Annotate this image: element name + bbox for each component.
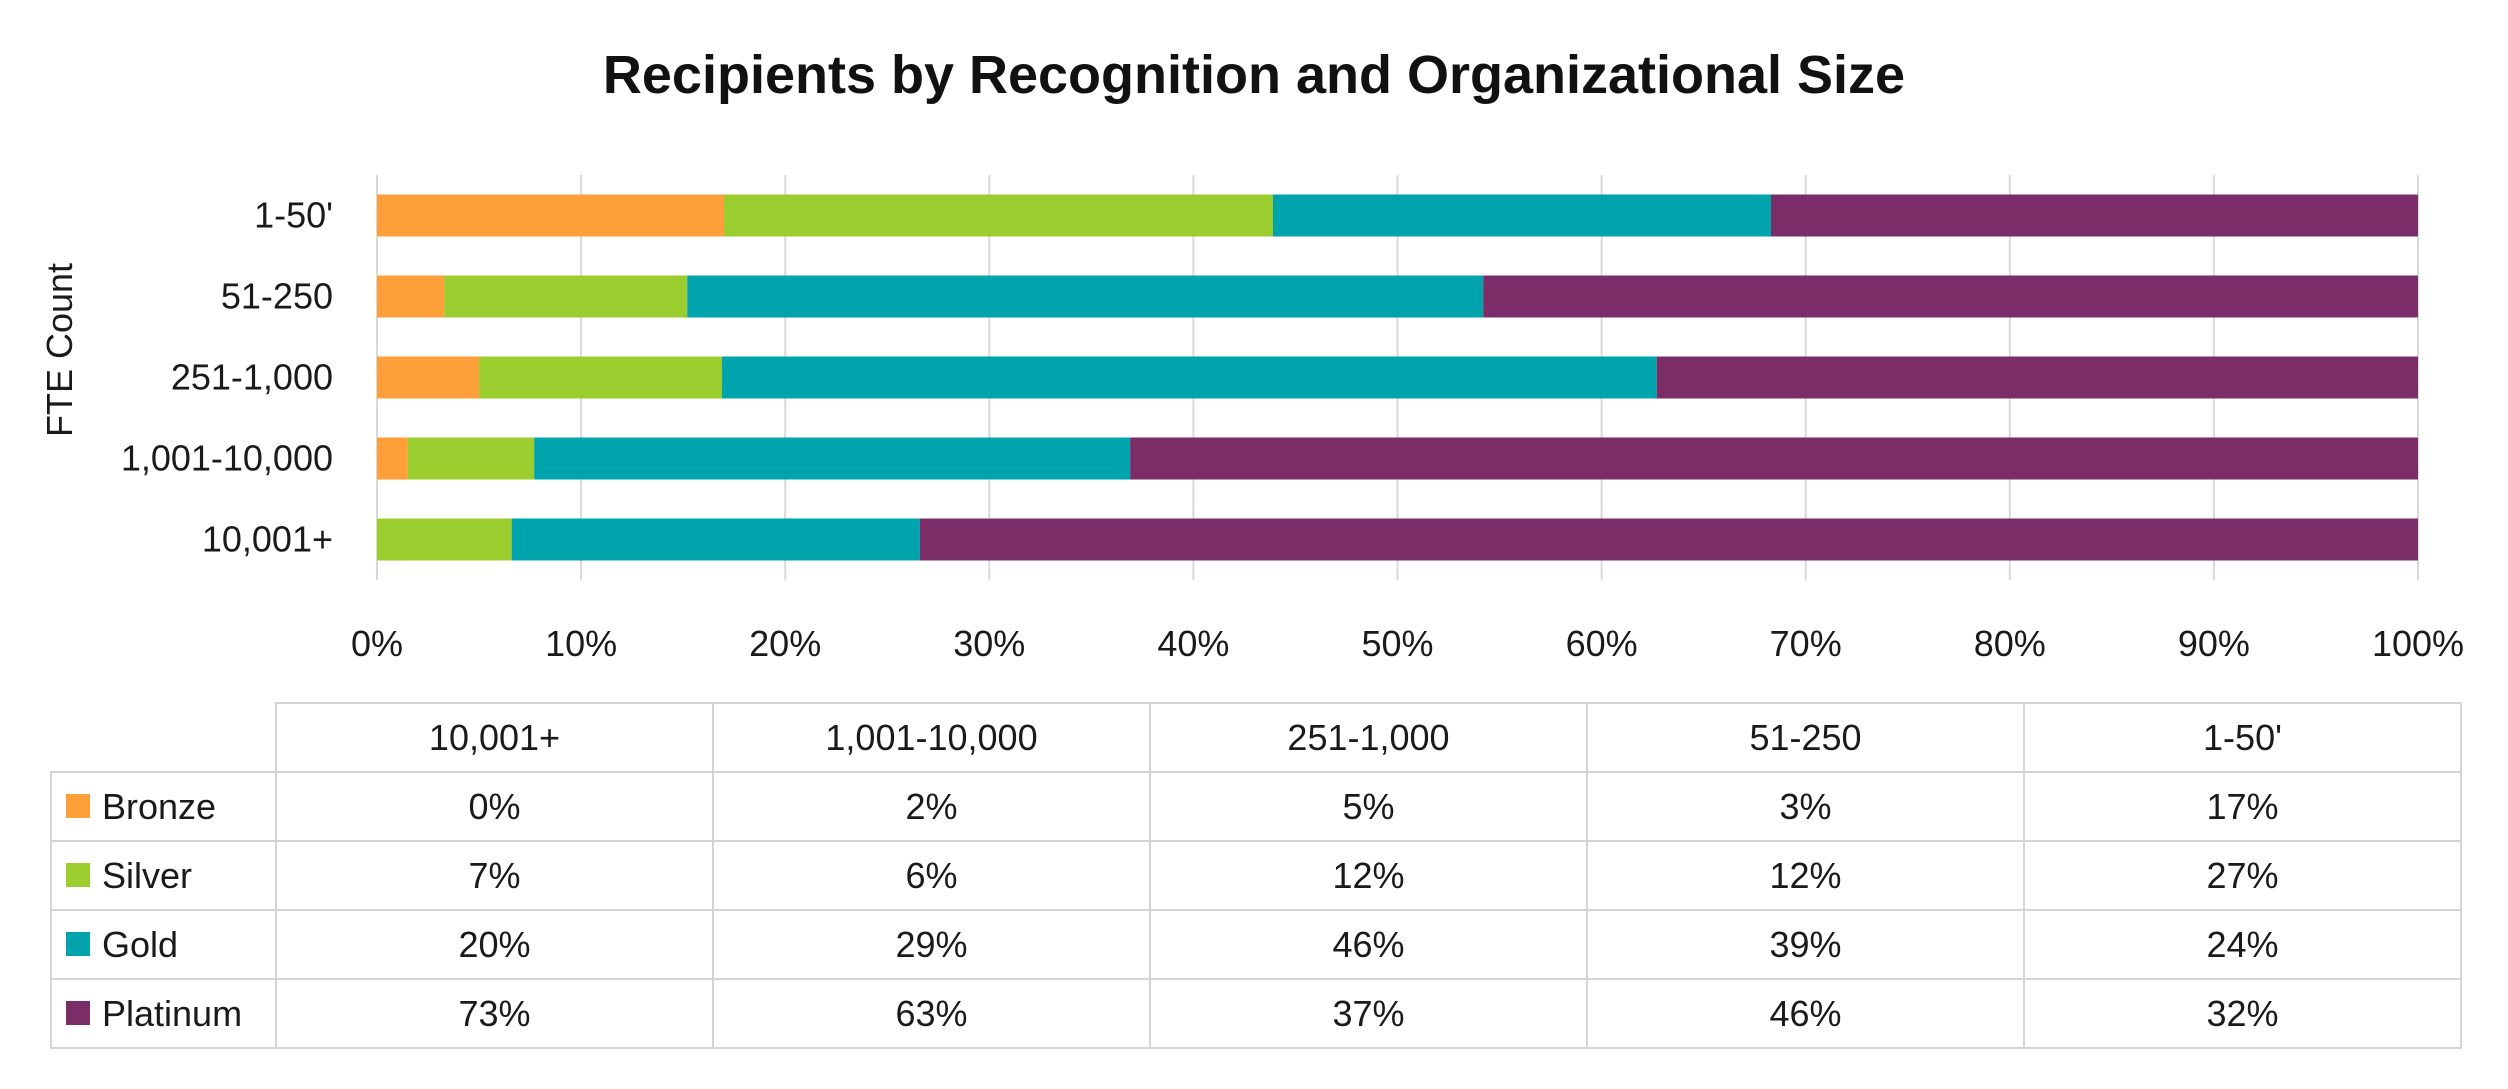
stacked-bar-chart: 1-50'51-250251-1,0001,001-10,00010,001+ …	[39, 175, 2464, 664]
bar-platinum	[1483, 275, 2418, 318]
bar-bronze	[377, 275, 445, 318]
series-name: Platinum	[102, 992, 243, 1034]
table-cell: 6%	[712, 840, 1151, 911]
legend-swatch	[66, 862, 90, 887]
table-cell: 12%	[1586, 840, 2025, 911]
table-cell: 46%	[1149, 909, 1588, 980]
table-header-row: 10,001+ 1,001-10,000 251-1,000 51-250 1-50'	[51, 702, 2462, 773]
table-cell: 73%	[275, 978, 714, 1049]
bar-gold	[721, 356, 1657, 399]
bar-platinum	[1130, 437, 2418, 480]
bar-bronze	[377, 437, 408, 480]
table-column-header: 51-250	[1586, 702, 2025, 773]
x-tick-label: 30%	[953, 623, 1025, 664]
table-row: Gold 20% 29% 46% 39% 24%	[50, 909, 2462, 980]
table-cell: 17%	[2023, 771, 2462, 842]
table-column-header: 1-50'	[2023, 702, 2462, 773]
x-tick-label: 20%	[749, 623, 821, 664]
table-cell: 27%	[2023, 840, 2462, 911]
bar-platinum	[1656, 356, 2418, 399]
bar-gold	[534, 437, 1131, 480]
table-column-header: 10,001+	[275, 702, 714, 773]
table-cell: 46%	[1586, 978, 2025, 1049]
x-tick-label: 50%	[1361, 623, 1433, 664]
chart-title: Recipients by Recognition and Organizati…	[602, 45, 1906, 105]
legend-swatch	[66, 1000, 90, 1025]
series-legend-cell: Gold	[50, 909, 277, 980]
table-cell: 12%	[1149, 840, 1588, 911]
table-cell: 63%	[712, 978, 1151, 1049]
series-legend-cell: Silver	[50, 840, 277, 911]
series-name: Bronze	[102, 785, 217, 827]
y-axis-label: FTE Count	[39, 263, 80, 437]
bar-silver	[407, 437, 535, 480]
table-row: Silver 7% 6% 12% 12% 27%	[50, 840, 2462, 911]
bar-bronze	[377, 356, 480, 399]
bar-silver	[444, 275, 688, 318]
category-label: 1-50'	[254, 195, 333, 236]
table-cell: 2%	[712, 771, 1151, 842]
x-tick-label: 100%	[2372, 623, 2464, 664]
category-label: 10,001+	[202, 519, 333, 560]
x-tick-label: 60%	[1566, 623, 1638, 664]
bar-gold	[511, 518, 920, 561]
table-cell: 39%	[1586, 909, 2025, 980]
table-column-header: 251-1,000	[1149, 702, 1588, 773]
table-cell: 24%	[2023, 909, 2462, 980]
x-tick-label: 40%	[1157, 623, 1229, 664]
table-cell: 32%	[2023, 978, 2462, 1049]
category-label: 1,001-10,000	[121, 438, 333, 479]
x-tick-label: 10%	[545, 623, 617, 664]
table-corner	[51, 703, 277, 773]
table-cell: 37%	[1149, 978, 1588, 1049]
bar-silver	[723, 194, 1273, 237]
x-tick-label: 90%	[2178, 623, 2250, 664]
series-name: Silver	[102, 854, 193, 896]
bar-silver	[479, 356, 722, 399]
table-column-header: 1,001-10,000	[712, 702, 1151, 773]
table-cell: 5%	[1149, 771, 1588, 842]
data-table: 10,001+ 1,001-10,000 251-1,000 51-250 1-50' …	[50, 702, 2462, 1049]
table-cell: 0%	[275, 771, 714, 842]
series-legend-cell: Bronze	[50, 771, 277, 842]
series-name: Gold	[102, 923, 179, 965]
series-legend-cell: Platinum	[50, 978, 277, 1049]
category-labels: 1-50' 51-250 251-1,000 1,001-10,000 10,001+	[121, 195, 333, 560]
bar-platinum	[919, 518, 2418, 561]
bar-platinum	[1771, 194, 2418, 237]
table-row: Platinum 73% 63% 37% 46% 32%	[50, 978, 2462, 1049]
table-cell: 29%	[712, 909, 1151, 980]
x-tick-labels: 0% 10% 20% 30% 40% 50% 60% 70% 80% 90% 100%	[351, 623, 2464, 664]
table-cell: 20%	[275, 909, 714, 980]
bars	[377, 194, 2418, 561]
x-tick-label: 70%	[1770, 623, 1842, 664]
x-tick-label: 80%	[1974, 623, 2046, 664]
legend-swatch	[66, 931, 90, 956]
category-label: 251-1,000	[171, 357, 333, 398]
table-cell: 3%	[1586, 771, 2025, 842]
table-cell: 7%	[275, 840, 714, 911]
table-row: Bronze 0% 2% 5% 3% 17%	[50, 771, 2462, 842]
bar-silver	[377, 518, 512, 561]
bar-gold	[687, 275, 1484, 318]
bar-gold	[1272, 194, 1772, 237]
x-tick-label: 0%	[351, 623, 403, 664]
bar-bronze	[377, 194, 724, 237]
category-label: 51-250	[221, 276, 333, 317]
legend-swatch	[66, 793, 90, 818]
